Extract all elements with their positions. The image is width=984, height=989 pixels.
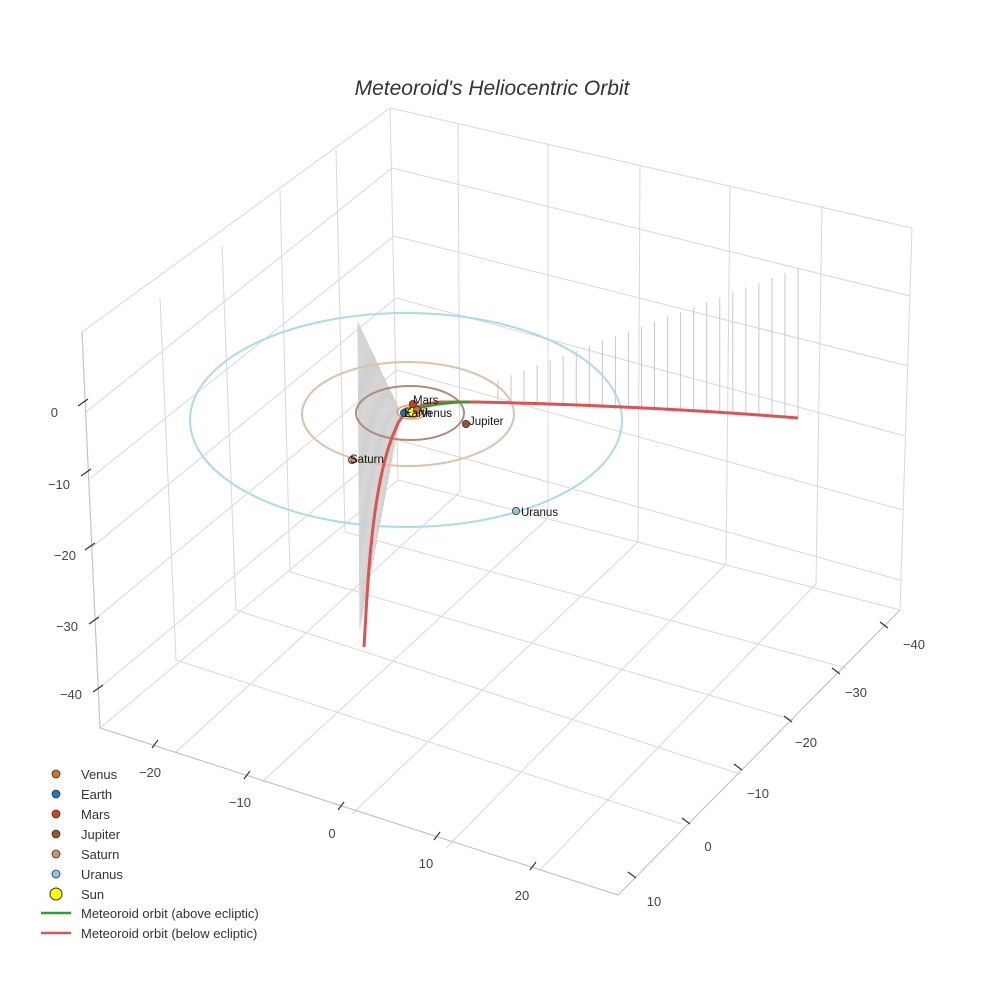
uranus-orbit [189, 312, 623, 528]
label-jupiter: Jupiter [469, 416, 504, 428]
projection-line [375, 360, 379, 534]
legend-item-orbit-below[interactable]: Meteoroid orbit (below ecliptic) [41, 926, 257, 941]
jupiter-orbit [355, 385, 465, 441]
legend-marker-sun [49, 887, 63, 901]
legend-label-saturn: Saturn [81, 847, 119, 862]
x-tick-label: −10 [747, 786, 769, 801]
z-axis: 0 −10 −20 −30 −40 [48, 398, 104, 702]
label-earth: Earth [404, 408, 432, 420]
label-mars: Mars [413, 395, 439, 407]
legend-item-jupiter[interactable]: Jupiter [51, 827, 121, 842]
jupiter-marker[interactable] [461, 419, 470, 428]
legend-marker-saturn [51, 849, 61, 859]
planet-orbits [189, 312, 623, 528]
legend-marker-mars [51, 809, 61, 819]
y-tick-label: −20 [139, 765, 161, 780]
uranus-marker[interactable] [512, 506, 521, 515]
projection-line [360, 328, 364, 614]
legend-label-sun: Sun [81, 887, 104, 902]
legend-marker-uranus [51, 869, 61, 879]
x-tick-label: 0 [704, 839, 711, 854]
projection-line [383, 375, 387, 496]
mars-marker[interactable] [408, 399, 417, 408]
projection-line [380, 369, 384, 512]
projection-line [390, 390, 394, 458]
x-tick-label: 10 [647, 894, 661, 909]
legend-item-earth[interactable]: Earth [51, 787, 112, 802]
label-saturn: Saturn [350, 454, 384, 466]
projection-line [358, 324, 362, 625]
projection-line [362, 332, 366, 604]
legend-item-orbit-above[interactable]: Meteoroid orbit (above ecliptic) [41, 906, 259, 921]
projection-line [379, 367, 383, 517]
projection-lines [357, 268, 799, 631]
projection-line [357, 321, 361, 631]
saturn-orbit [301, 361, 515, 467]
grid-back-left [81, 107, 399, 729]
projection-line [367, 343, 371, 577]
projection-line [393, 397, 397, 442]
projection-line [359, 326, 363, 620]
y-tick-label: 20 [515, 888, 529, 903]
x-tick-label: −20 [795, 735, 817, 750]
legend-item-sun[interactable]: Sun [49, 887, 104, 902]
legend-label-orbit-below: Meteoroid orbit (below ecliptic) [81, 926, 257, 941]
x-tick-label: −40 [903, 637, 925, 652]
legend-marker-earth [51, 789, 61, 799]
legend-marker-jupiter [51, 829, 61, 839]
legend-item-venus[interactable]: Venus [51, 767, 118, 782]
legend-item-saturn[interactable]: Saturn [51, 847, 119, 862]
legend-item-uranus[interactable]: Uranus [51, 867, 123, 882]
projection-line [361, 330, 365, 609]
legend-item-mars[interactable]: Mars [51, 807, 110, 822]
y-tick-label: −10 [229, 795, 251, 810]
meteoroid-orbit-below-ecliptic[interactable] [362, 400, 799, 648]
saturn-marker[interactable] [347, 455, 356, 464]
legend-label-mars: Mars [81, 807, 110, 822]
projection-line [385, 380, 389, 485]
projection-line [386, 382, 390, 480]
projection-line [388, 386, 392, 469]
legend-label-venus: Venus [81, 767, 118, 782]
label-venus: Venus [420, 408, 452, 420]
chart-title: Meteoroid's Heliocentric Orbit [355, 77, 631, 100]
grid-back-right [389, 107, 913, 611]
legend-label-orbit-above: Meteoroid orbit (above ecliptic) [81, 906, 259, 921]
legend-label-uranus: Uranus [81, 867, 123, 882]
legend-label-jupiter: Jupiter [81, 827, 121, 842]
x-tick-label: −30 [845, 685, 867, 700]
x-axis: −40 −30 −20 −10 0 10 [627, 621, 925, 909]
earth-marker[interactable] [399, 408, 408, 417]
legend-label-earth: Earth [81, 787, 112, 802]
projection-line [387, 384, 391, 474]
projection-line [381, 371, 385, 507]
grid-floor [99, 479, 901, 896]
z-tick-label: 0 [51, 405, 58, 420]
projection-line [391, 393, 395, 453]
projection-line [363, 334, 367, 598]
legend-marker-venus [51, 769, 61, 779]
y-axis: −20 −10 0 10 20 [139, 739, 537, 903]
venus-marker[interactable] [412, 405, 421, 414]
legend: Venus Earth Mars Jupiter Saturn Uranus S… [41, 767, 259, 941]
z-tick-label: −30 [56, 619, 78, 634]
y-tick-label: 0 [328, 826, 335, 841]
y-tick-label: 10 [419, 856, 433, 871]
projection-line [384, 377, 388, 491]
z-tick-label: −20 [54, 548, 76, 563]
projection-line [364, 337, 368, 593]
z-tick-label: −10 [48, 477, 70, 492]
projection-line [374, 358, 378, 539]
label-uranus: Uranus [521, 507, 558, 519]
projection-line [389, 388, 393, 464]
z-tick-label: −40 [60, 687, 82, 702]
